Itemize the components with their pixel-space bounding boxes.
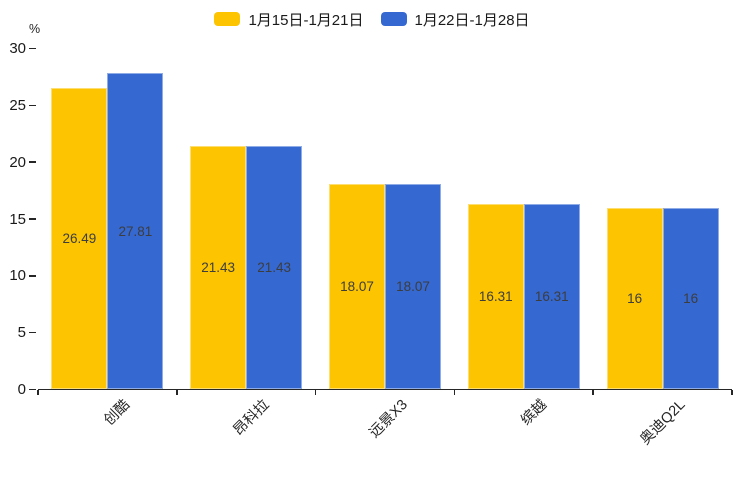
y-axis-tick-label: 25 (9, 96, 26, 114)
x-category-label: 昂科拉 (230, 396, 273, 439)
bar-value-label: 27.81 (118, 223, 153, 239)
bar-value-label: 16.31 (534, 289, 569, 305)
x-category-label: 创酷 (101, 396, 134, 429)
legend-label: 1月22日-1月28日 (414, 11, 530, 29)
bar-series-1: 21.43 (190, 145, 247, 390)
x-category-label: 奥迪Q2L (637, 396, 689, 449)
bar-value-label: 26.49 (62, 231, 97, 247)
y-axis-tick-label: 10 (9, 267, 26, 285)
bar-value-label: 18.07 (396, 279, 430, 295)
bar-value-label: 21.43 (257, 260, 292, 276)
bar-series-2: 16.31 (523, 204, 580, 390)
y-axis-tick-label: 20 (9, 153, 26, 171)
y-axis-tick-label: 30 (9, 40, 26, 57)
x-axis-tick (731, 389, 733, 395)
y-axis-tick (29, 388, 36, 391)
bar-value-label: 16.31 (478, 289, 513, 305)
bar-value-label: 21.43 (201, 260, 236, 276)
bar-value-label: 16 (627, 291, 643, 307)
bar-series-2: 18.07 (385, 184, 441, 390)
legend-item: 1月15日-1月21日 (214, 9, 364, 30)
y-axis-tick-label: 15 (9, 210, 26, 228)
x-axis-tick (453, 389, 456, 395)
bar-value-label: 16 (683, 291, 699, 307)
y-axis-tick (29, 331, 36, 334)
x-axis-tick (592, 389, 594, 395)
x-category-label: 缤越 (518, 396, 550, 429)
x-axis-tick (314, 389, 317, 395)
legend: 1月15日-1月21日 1月22日-1月28日 (0, 9, 744, 29)
legend-swatch (380, 12, 407, 26)
legend-item: 1月22日-1月28日 (380, 9, 530, 30)
x-axis-tick (37, 389, 39, 395)
x-axis-tick (176, 389, 178, 395)
y-axis-tick-label: 0 (17, 381, 26, 398)
y-axis-tick (29, 218, 36, 220)
legend-label: 1月15日-1月21日 (248, 11, 364, 29)
x-axis-line (38, 388, 732, 391)
y-axis-tick (29, 275, 36, 277)
bar-series-1: 26.49 (51, 88, 108, 390)
bar-series-1: 18.07 (329, 184, 385, 390)
bar-series-1: 16 (606, 207, 663, 390)
y-axis-tick (29, 47, 36, 50)
y-axis-tick (29, 104, 36, 107)
x-category-label: 远景X3 (366, 396, 412, 442)
y-axis-tick-label: 5 (17, 324, 26, 342)
y-axis-tick (29, 161, 36, 163)
bar-series-2: 16 (662, 207, 719, 390)
bar-series-1: 16.31 (467, 204, 524, 390)
y-axis-unit-label: % (29, 22, 41, 36)
legend-swatch (214, 12, 241, 26)
bar-value-label: 18.07 (340, 279, 374, 295)
bar-series-2: 21.43 (246, 145, 303, 390)
bar-series-2: 27.81 (107, 73, 164, 390)
